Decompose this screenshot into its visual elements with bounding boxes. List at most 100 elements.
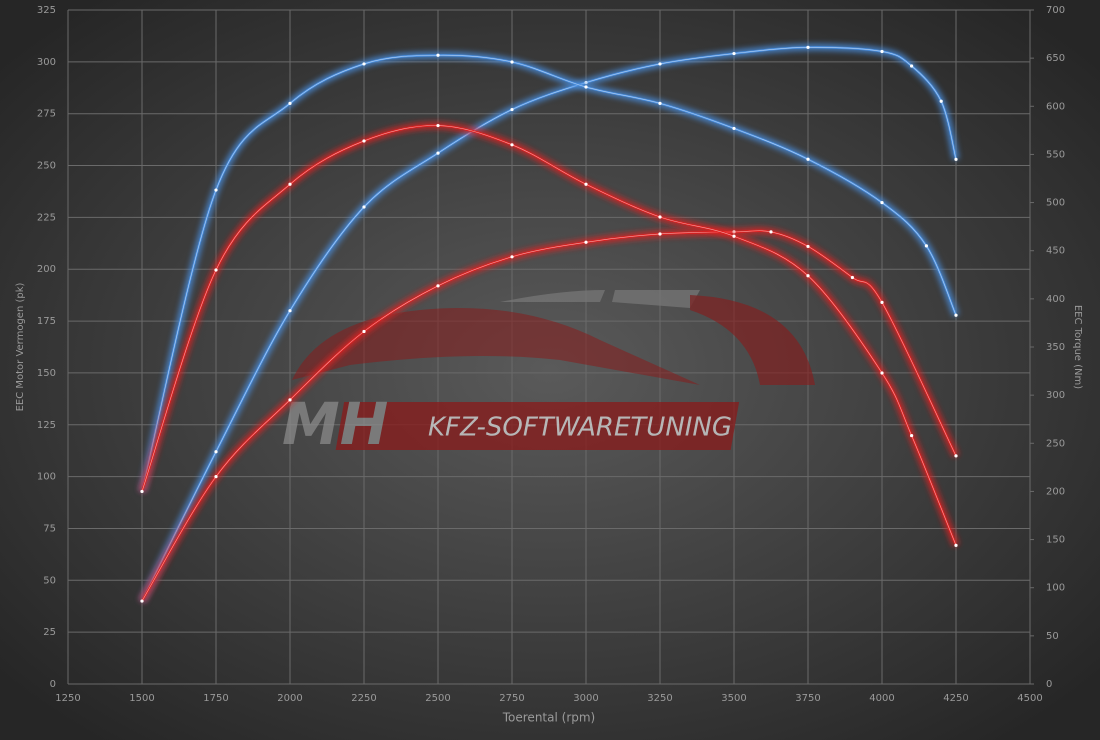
point	[288, 182, 292, 186]
y-tick-label: 325	[37, 5, 56, 16]
watermark-car-roof	[500, 290, 700, 308]
y-tick-label: 150	[37, 368, 56, 379]
x-tick-label: 4500	[1017, 693, 1042, 704]
y-tick-label: 0	[50, 679, 56, 690]
point	[584, 182, 588, 186]
y2-tick-label: 400	[1046, 294, 1065, 305]
x-tick-label: 2750	[499, 693, 524, 704]
y-tick-label: 250	[37, 161, 56, 172]
x-tick-label: 3500	[721, 693, 746, 704]
y2-tick-label: 650	[1046, 53, 1065, 64]
lines	[138, 43, 960, 603]
point	[658, 62, 662, 66]
grid: 1250 1500 1750 2000 2250 2500 2750 3000 3250 3500…	[37, 5, 1065, 704]
watermark-car	[292, 308, 700, 385]
point	[436, 53, 440, 57]
point	[288, 309, 292, 313]
point	[658, 215, 662, 219]
y-tick-label: 275	[37, 109, 56, 120]
point	[769, 230, 773, 234]
y2-tick-label: 700	[1046, 5, 1065, 16]
y2-tick-label: 500	[1046, 198, 1065, 209]
y2-tick-label: 600	[1046, 101, 1065, 112]
watermark-text: KFZ-SOFTWARETUNING	[428, 413, 732, 443]
point	[850, 275, 855, 280]
point	[954, 454, 958, 458]
point	[939, 99, 943, 103]
x-axis-title: Toerental (rpm)	[502, 711, 595, 725]
x-tick-label: 1500	[129, 693, 154, 704]
point	[954, 157, 958, 161]
x-tick-label: 1250	[55, 693, 80, 704]
line-core	[141, 54, 957, 492]
y-tick-label: 50	[43, 575, 56, 586]
point	[214, 188, 218, 192]
point	[288, 101, 292, 105]
point	[880, 200, 884, 205]
point	[362, 139, 366, 143]
x-tick-label: 3750	[795, 693, 820, 704]
y2-tick-label: 200	[1046, 486, 1065, 497]
point	[658, 101, 662, 105]
point	[214, 268, 218, 272]
point	[910, 433, 914, 438]
x-tick-label: 3000	[573, 693, 598, 704]
point	[214, 475, 218, 479]
point	[954, 313, 958, 317]
y2-tick-label: 300	[1046, 390, 1065, 401]
x-tick-label: 2250	[351, 693, 376, 704]
point	[880, 371, 884, 375]
point	[806, 157, 810, 161]
y-tick-label: 125	[37, 420, 56, 431]
point	[510, 255, 514, 259]
point	[510, 143, 514, 147]
x-tick-label: 1750	[203, 693, 228, 704]
point	[806, 45, 810, 49]
x-tick-label: 3250	[647, 693, 672, 704]
point	[436, 284, 440, 288]
point	[954, 543, 958, 547]
point	[806, 274, 810, 278]
y-tick-label: 75	[43, 523, 56, 534]
y2-tick-label: 550	[1046, 149, 1065, 160]
point	[362, 329, 366, 334]
watermark: MH KFZ-SOFTWARETUNING	[282, 290, 815, 458]
watermark-car-rear	[690, 295, 815, 385]
y2-tick-label: 150	[1046, 535, 1065, 546]
point	[436, 123, 440, 128]
y-tick-label: 300	[37, 57, 56, 68]
y2-tick-label: 450	[1046, 246, 1065, 257]
point	[436, 151, 440, 155]
point	[584, 85, 588, 89]
point	[806, 244, 810, 249]
point	[362, 205, 366, 209]
x-tick-label: 2500	[425, 693, 450, 704]
point	[732, 51, 736, 56]
point	[732, 126, 736, 131]
y-tick-label: 100	[37, 472, 56, 483]
x-tick-label: 2000	[277, 693, 302, 704]
y2-tick-label: 0	[1046, 679, 1052, 690]
y-tick-label: 175	[37, 316, 56, 327]
point	[510, 60, 514, 64]
point	[510, 107, 514, 112]
y2-tick-label: 100	[1046, 583, 1065, 594]
y-tick-label: 200	[37, 264, 56, 275]
x-tick-label: 4250	[943, 693, 968, 704]
y2-tick-label: 50	[1046, 631, 1059, 642]
watermark-band	[335, 402, 740, 450]
point	[140, 599, 144, 603]
point	[214, 450, 218, 454]
point	[362, 62, 366, 66]
y-tick-label: 25	[43, 627, 56, 638]
point	[732, 234, 736, 238]
point	[880, 49, 884, 54]
point	[924, 244, 929, 248]
y-tick-label: 225	[37, 212, 56, 223]
point	[140, 489, 144, 494]
y-axis-title: EEC Motor Vermogen (pk)	[15, 282, 26, 411]
point	[658, 232, 662, 236]
watermark-brand: MH	[282, 390, 388, 458]
